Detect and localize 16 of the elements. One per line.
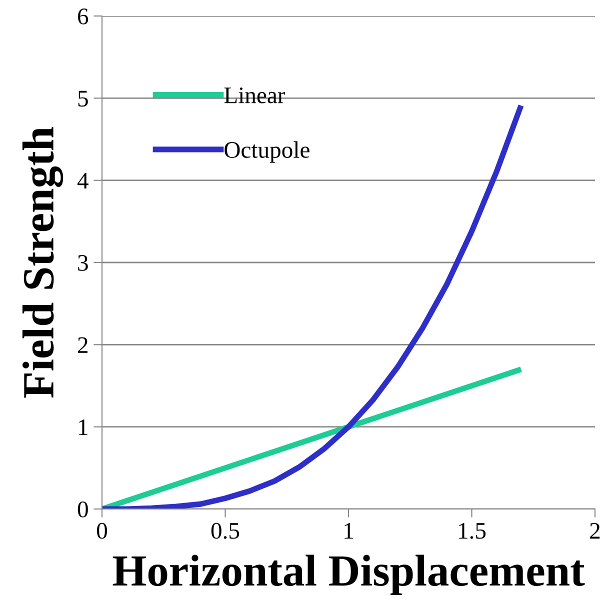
y-tick-label: 5 [78, 90, 88, 107]
y-tick-label: 0 [78, 501, 88, 518]
x-tick-label: 2 [590, 522, 600, 539]
y-axis-title: Field Strength [22, 127, 64, 398]
y-tick-label: 1 [79, 419, 88, 436]
x-axis-title: Horizontal Displacement [112, 554, 585, 596]
y-tick-label: 2 [78, 337, 88, 353]
y-tick-label: 6 [78, 8, 88, 24]
legend-label: Octupole [224, 141, 310, 163]
x-tick-label: 1 [344, 522, 353, 539]
x-tick-label: 0.5 [211, 522, 240, 539]
legend-label: Linear [224, 87, 286, 104]
y-tick-label: 4 [77, 172, 88, 189]
x-tick-label: 0 [96, 522, 108, 539]
x-tick-label: 1.5 [459, 522, 486, 539]
y-tick-label: 3 [78, 255, 88, 271]
